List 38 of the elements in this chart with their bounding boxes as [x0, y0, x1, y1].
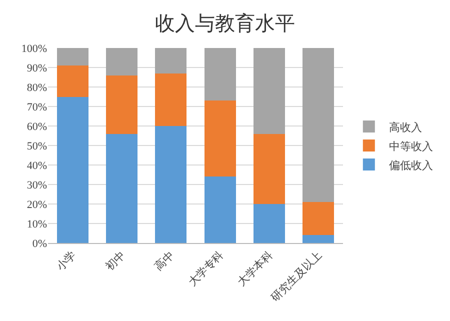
x-tick-label: 高中: [152, 248, 177, 274]
legend-label: 高收入: [388, 120, 422, 134]
x-tick-label: 小学: [54, 248, 79, 274]
bar: [56, 48, 88, 66]
bar: [302, 202, 334, 236]
y-tick-label: 0%: [32, 238, 47, 250]
bar: [302, 48, 334, 202]
bar: [254, 204, 285, 243]
bar: [254, 134, 285, 204]
legend-label: 偏低收入: [388, 158, 433, 172]
bar: [56, 96, 88, 243]
bar: [56, 66, 88, 97]
y-tick-label: 10%: [26, 218, 47, 230]
y-tick-label: 70%: [26, 101, 47, 114]
bar: [302, 235, 334, 243]
bar: [106, 48, 138, 76]
bar: [106, 75, 138, 134]
y-tick-label: 30%: [26, 179, 47, 192]
bar: [155, 48, 187, 74]
y-tick-label: 40%: [26, 160, 47, 172]
y-tick-label: 80%: [26, 82, 47, 94]
x-tick-label: 初中: [103, 248, 128, 274]
y-tick-label: 20%: [26, 198, 47, 211]
x-tick-label: 大学本科: [234, 248, 276, 289]
y-tick-label: 60%: [26, 120, 47, 133]
y-tick-label: 50%: [26, 140, 47, 152]
bar: [254, 48, 285, 134]
bar: [204, 48, 236, 101]
bar: [204, 176, 236, 243]
legend-label: 中等收入: [388, 140, 433, 153]
x-tick-label: 大学专科: [186, 248, 226, 289]
bar: [106, 134, 138, 243]
chart-title: 收入与教育水平: [155, 12, 295, 36]
bar: [155, 126, 187, 243]
bar: [155, 73, 187, 126]
y-tick-label: 100%: [21, 42, 47, 55]
bar: [204, 100, 236, 177]
y-tick-label: 90%: [26, 62, 47, 74]
